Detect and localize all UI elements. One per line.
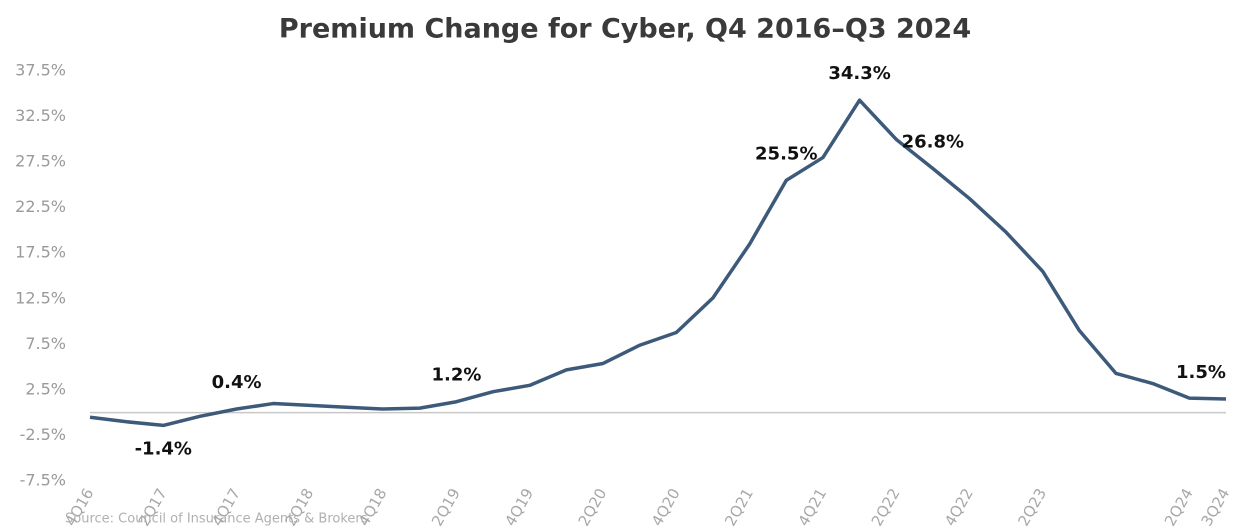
y-tick-label: -7.5% <box>20 471 66 490</box>
y-tick-label: 7.5% <box>25 334 66 353</box>
y-tick-label: 12.5% <box>15 288 66 307</box>
x-tick-label: 2Q23 <box>1014 485 1050 527</box>
x-tick-label: 2Q20 <box>575 485 611 527</box>
source: Source: Council of Insurance Agents & Br… <box>65 512 368 527</box>
chart-title: Premium Change for Cyber, Q4 2016–Q3 202… <box>279 14 971 45</box>
data-label: 34.3% <box>828 63 890 84</box>
x-tick-label: 4Q18 <box>355 485 391 527</box>
x-tick-label: 4Q19 <box>501 485 537 527</box>
y-tick-label: 17.5% <box>15 243 66 262</box>
x-tick-label: 2Q19 <box>428 485 464 527</box>
y-tick-label: 32.5% <box>15 106 66 125</box>
data-label: 0.4% <box>212 372 262 393</box>
line <box>89 98 1227 428</box>
y-tick-label: 22.5% <box>15 197 66 216</box>
y-tick-label: -2.5% <box>20 425 66 444</box>
y-tick-label: 37.5% <box>15 61 66 80</box>
data-label: 1.2% <box>431 365 481 386</box>
y-tick-label: 27.5% <box>15 152 66 171</box>
x-tick-label: 3Q24 <box>1198 485 1234 527</box>
data-label: -1.4% <box>135 438 192 459</box>
data-label: 1.5% <box>1176 362 1226 383</box>
data-label: 25.5% <box>755 143 817 164</box>
y-tick-label: 2.5% <box>25 379 66 398</box>
x-tick-label: 2Q24 <box>1161 485 1197 527</box>
data-label: 26.8% <box>902 131 964 152</box>
x-tick-label: 2Q22 <box>868 485 904 527</box>
x-tick-label: 2Q21 <box>721 485 757 527</box>
x-tick-label: 4Q22 <box>941 485 977 527</box>
x-tick-label: 4Q21 <box>794 485 830 527</box>
x-tick-label: 4Q20 <box>648 485 684 527</box>
